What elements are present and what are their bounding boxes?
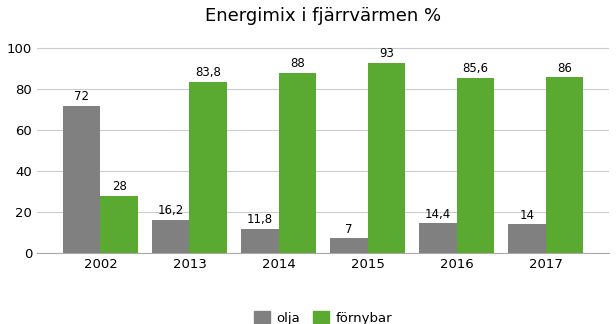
Text: 93: 93 xyxy=(379,47,394,60)
Bar xyxy=(100,195,138,253)
Text: 14,4: 14,4 xyxy=(425,208,451,221)
Bar xyxy=(241,229,278,253)
Bar xyxy=(456,78,494,253)
Text: 86: 86 xyxy=(557,62,572,75)
Bar xyxy=(368,63,405,253)
Text: 14: 14 xyxy=(519,209,535,222)
Bar xyxy=(278,73,316,253)
Text: 85,6: 85,6 xyxy=(463,63,488,75)
Bar xyxy=(63,106,100,253)
Text: 28: 28 xyxy=(111,180,127,193)
Text: 16,2: 16,2 xyxy=(158,204,184,217)
Bar xyxy=(508,224,546,253)
Text: 88: 88 xyxy=(290,57,304,70)
Bar xyxy=(190,82,227,253)
Bar xyxy=(152,220,190,253)
Bar xyxy=(419,223,456,253)
Text: 11,8: 11,8 xyxy=(247,213,273,226)
Text: 83,8: 83,8 xyxy=(195,66,221,79)
Bar xyxy=(546,77,583,253)
Text: 7: 7 xyxy=(345,223,352,236)
Text: 72: 72 xyxy=(75,90,89,103)
Bar xyxy=(330,238,368,253)
Legend: olja, förnybar: olja, förnybar xyxy=(249,306,397,324)
Title: Energimix i fjärrvärmen %: Energimix i fjärrvärmen % xyxy=(205,7,441,25)
